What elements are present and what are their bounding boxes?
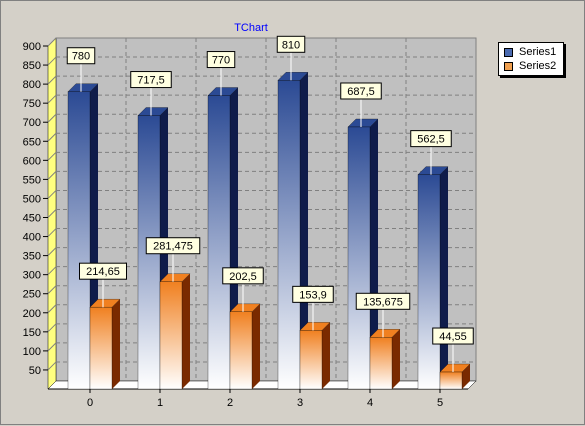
gridline-side xyxy=(47,285,57,295)
y-tick-label: 100 xyxy=(23,346,41,358)
bar-series1-4-side xyxy=(370,118,378,389)
y-tick-label: 900 xyxy=(23,41,41,53)
gridline-side xyxy=(47,304,57,314)
legend-item-series2: Series2 xyxy=(504,59,560,73)
x-tick-label: 4 xyxy=(367,397,373,409)
y-tick-label: 50 xyxy=(29,365,41,377)
data-label-series2-4: 135,675 xyxy=(363,296,403,308)
gridline-side xyxy=(47,228,57,237)
bar-series2-5-side xyxy=(462,364,470,389)
x-tick-label: 5 xyxy=(437,397,443,409)
data-label-box xyxy=(276,35,306,53)
y-tick-label: 450 xyxy=(23,213,41,225)
y-tick-label: 400 xyxy=(23,232,41,244)
bar-series1-4 xyxy=(347,126,371,390)
bar-series2-4 xyxy=(369,337,393,390)
y-tick-label: 750 xyxy=(23,98,41,110)
gridline-side xyxy=(47,132,57,142)
data-label-series1-0: 780 xyxy=(72,51,90,63)
gridline-side xyxy=(47,266,57,276)
legend-swatch-series2 xyxy=(504,62,513,71)
x-tick-label: 2 xyxy=(227,397,233,409)
data-label-box xyxy=(130,71,172,89)
y-tick-label: 150 xyxy=(23,327,41,339)
bar-series2-3-side xyxy=(322,322,330,389)
legend-label-series2: Series2 xyxy=(519,60,557,72)
bar-series2-1-side xyxy=(182,273,190,389)
gridline-side xyxy=(47,361,57,371)
bar-series2-4-side xyxy=(392,329,400,389)
bar-series1-3 xyxy=(277,80,301,390)
data-label-series1-3: 810 xyxy=(282,39,300,51)
data-label-box xyxy=(206,51,236,69)
data-label-series1-1: 717,5 xyxy=(137,75,165,87)
y-tick-label: 700 xyxy=(23,117,41,129)
data-label-box xyxy=(79,262,127,280)
y-tick-label: 500 xyxy=(23,193,41,205)
bar-series1-2 xyxy=(207,95,231,390)
data-label-box xyxy=(222,267,264,285)
gridline-side xyxy=(47,113,57,123)
data-label-series2-3: 153,9 xyxy=(299,289,327,301)
data-label-series2-2: 202,5 xyxy=(229,271,257,283)
gridline-side xyxy=(47,151,57,161)
y-tick-label: 600 xyxy=(23,155,41,167)
data-label-box xyxy=(340,82,382,100)
data-label-series2-1: 281,475 xyxy=(153,241,193,253)
bar-series2-0 xyxy=(89,307,113,390)
gridline-side xyxy=(47,323,57,333)
gridline-side xyxy=(47,247,57,256)
gridline-side xyxy=(47,37,57,47)
data-label-box xyxy=(145,237,201,255)
legend: Series1 Series2 xyxy=(498,42,564,76)
gridline-side xyxy=(47,75,57,85)
gridline-side xyxy=(47,342,57,352)
bar-series1-3-side xyxy=(300,72,308,390)
y-tick-label: 350 xyxy=(23,251,41,263)
x-tick-label: 3 xyxy=(297,397,303,409)
bar-series2-3 xyxy=(299,330,323,390)
bar-series2-2-side xyxy=(252,303,260,389)
data-label-series2-5: 44,55 xyxy=(439,331,467,343)
y-tick-label: 800 xyxy=(23,79,41,91)
data-label-series1-5: 562,5 xyxy=(417,134,445,146)
y-tick-label: 300 xyxy=(23,270,41,282)
gridline-side xyxy=(47,94,57,104)
legend-label-series1: Series1 xyxy=(519,46,557,58)
bar-series1-5-side xyxy=(440,166,448,389)
x-tick-label: 1 xyxy=(157,397,163,409)
y-tick-label: 250 xyxy=(23,289,41,301)
data-label-box xyxy=(410,130,452,148)
gridline-side xyxy=(47,209,57,218)
y-tick-label: 850 xyxy=(23,60,41,72)
y-tick-label: 550 xyxy=(23,174,41,186)
data-label-box xyxy=(292,285,334,303)
bar-series2-0-side xyxy=(112,299,120,389)
data-label-box xyxy=(355,292,411,310)
legend-item-series1: Series1 xyxy=(504,45,560,59)
bar-series1-5 xyxy=(417,174,441,390)
data-label-box xyxy=(432,327,474,345)
gridline-side xyxy=(47,190,57,199)
bar-series2-1 xyxy=(159,281,183,390)
bar-series1-0 xyxy=(67,91,91,390)
data-label-series1-4: 687,5 xyxy=(347,86,375,98)
data-label-box xyxy=(66,47,96,65)
chart-title: TChart xyxy=(234,22,268,34)
x-tick-label: 0 xyxy=(87,397,93,409)
legend-swatch-series1 xyxy=(504,48,513,57)
data-label-series2-0: 214,65 xyxy=(86,266,120,278)
bar-series2-5 xyxy=(439,371,463,390)
y-tick-label: 200 xyxy=(23,308,41,320)
bar-series2-2 xyxy=(229,311,253,390)
gridline-side xyxy=(47,56,57,66)
gridline-side xyxy=(47,171,57,180)
y-tick-label: 650 xyxy=(23,136,41,148)
data-label-series1-2: 770 xyxy=(212,55,230,67)
